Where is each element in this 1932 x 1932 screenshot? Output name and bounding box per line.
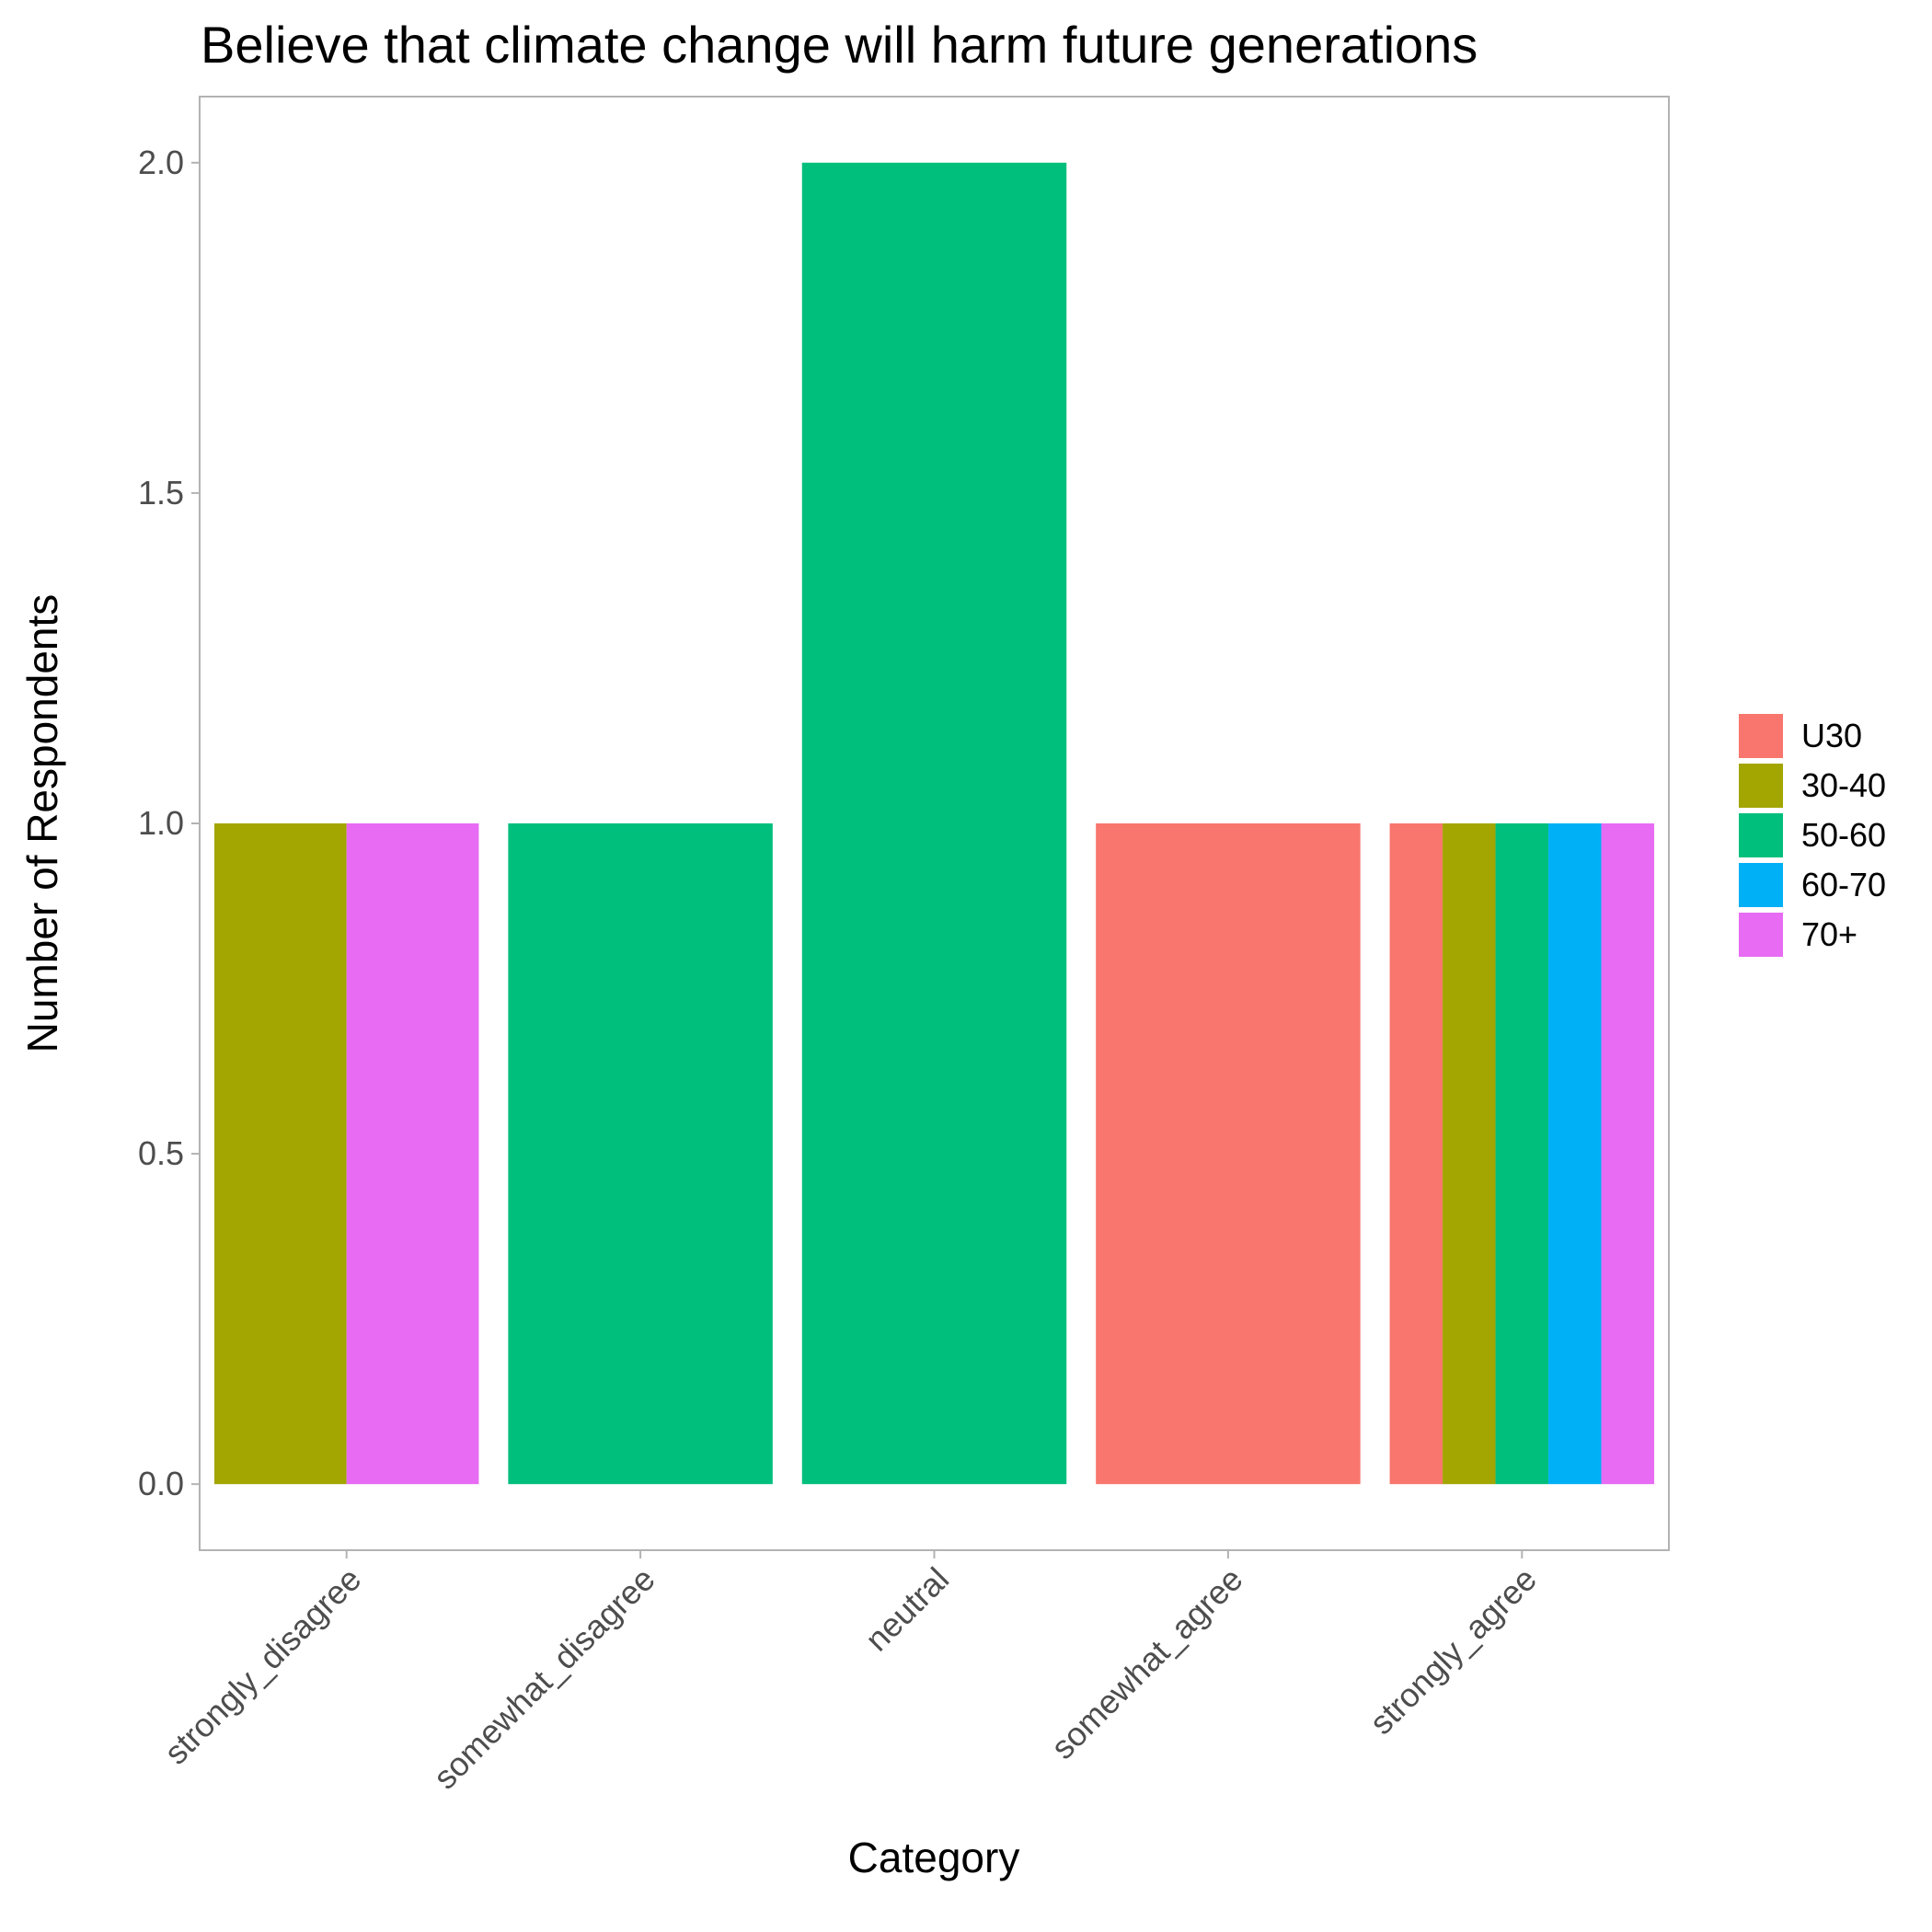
legend-label-70+: 70+ bbox=[1801, 915, 1857, 953]
chart-title: Believe that climate change will harm fu… bbox=[201, 16, 1478, 74]
y-axis: 0.0 0.5 1.0 1.5 2.0 bbox=[138, 144, 200, 1502]
y-tick-label: 1.5 bbox=[138, 474, 184, 512]
legend-key-70+ bbox=[1739, 913, 1783, 957]
legend-label-30-40: 30-40 bbox=[1801, 766, 1886, 804]
bar-strongly_agree-30-40 bbox=[1443, 823, 1496, 1485]
bar-strongly_disagree-70+ bbox=[346, 823, 479, 1485]
bar-somewhat_disagree-50-60 bbox=[508, 823, 773, 1485]
y-tick-label: 0.0 bbox=[138, 1465, 184, 1502]
legend: U30 30-40 50-60 60-70 70+ bbox=[1739, 714, 1886, 957]
x-axis-title: Category bbox=[848, 1834, 1020, 1881]
bar-strongly_agree-U30 bbox=[1389, 823, 1443, 1485]
y-axis-title: Number of Respondents bbox=[18, 594, 66, 1053]
legend-key-60-70 bbox=[1739, 863, 1783, 907]
x-tick-label-somewhat_agree: somewhat_agree bbox=[1043, 1560, 1249, 1766]
bar-neutral-50-60 bbox=[801, 162, 1067, 1485]
legend-key-30-40 bbox=[1739, 764, 1783, 808]
bar-somewhat_agree-U30 bbox=[1096, 823, 1361, 1485]
bar-strongly_agree-50-60 bbox=[1495, 823, 1549, 1485]
x-tick-label-strongly_disagree: strongly_disagree bbox=[156, 1560, 368, 1772]
x-axis: strongly_disagree somewhat_disagree neutra… bbox=[156, 1550, 1544, 1796]
bar-strongly_agree-70+ bbox=[1601, 823, 1655, 1485]
x-tick-label-somewhat_disagree: somewhat_disagree bbox=[426, 1560, 662, 1797]
legend-key-U30 bbox=[1739, 714, 1783, 758]
x-tick-label-neutral: neutral bbox=[857, 1560, 956, 1659]
y-tick-label: 0.5 bbox=[138, 1134, 184, 1172]
legend-label-60-70: 60-70 bbox=[1801, 866, 1886, 903]
bar-strongly_disagree-30-40 bbox=[213, 823, 347, 1485]
x-tick-label-strongly_agree: strongly_agree bbox=[1363, 1560, 1544, 1742]
y-tick-label: 1.0 bbox=[138, 804, 184, 842]
bars-layer bbox=[213, 162, 1655, 1485]
bar-strongly_agree-60-70 bbox=[1548, 823, 1602, 1485]
legend-label-50-60: 50-60 bbox=[1801, 816, 1886, 854]
legend-key-50-60 bbox=[1739, 813, 1783, 857]
legend-label-U30: U30 bbox=[1801, 717, 1862, 754]
y-tick-label: 2.0 bbox=[138, 144, 184, 181]
